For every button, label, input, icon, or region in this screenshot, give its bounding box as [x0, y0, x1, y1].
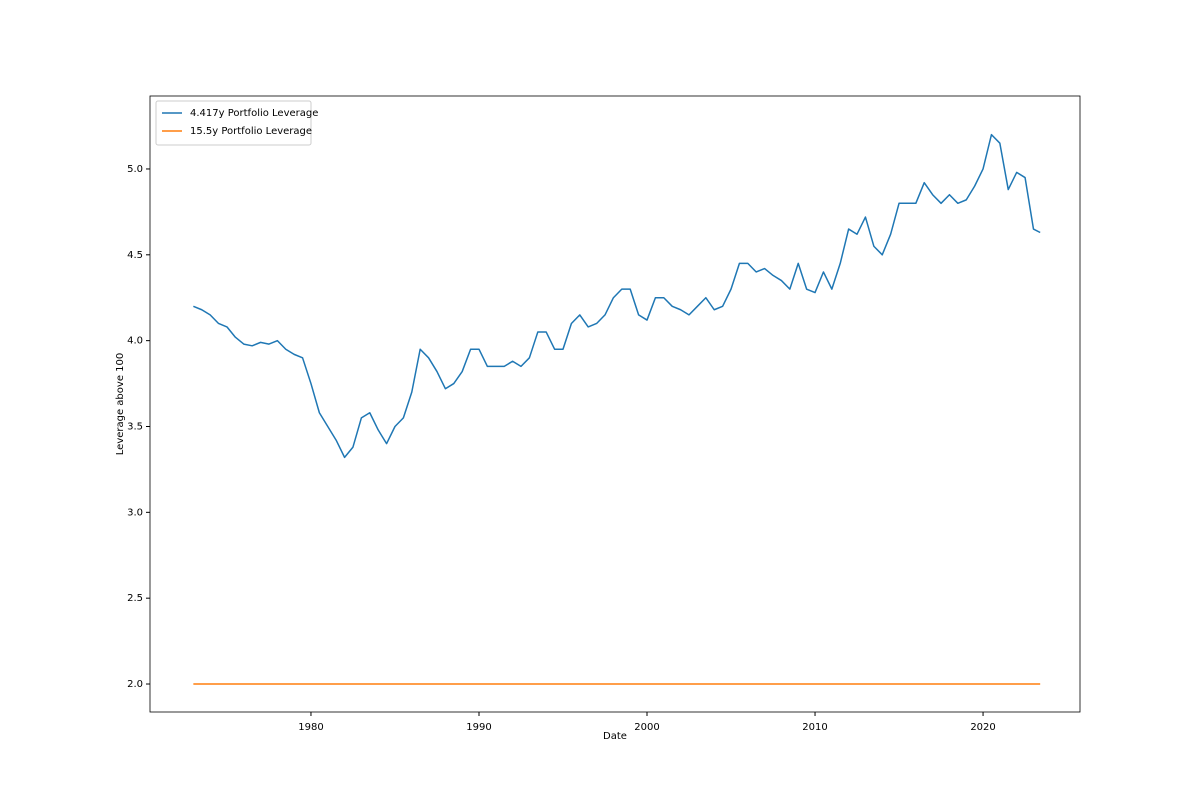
y-tick-label: 5.0 — [127, 164, 143, 175]
legend-label: 4.417y Portfolio Leverage — [190, 108, 318, 119]
y-tick-label: 4.5 — [127, 250, 143, 261]
y-tick-label: 2.5 — [127, 593, 143, 604]
series-line — [193, 133, 1041, 459]
x-axis-label: Date — [603, 731, 627, 742]
x-tick-label: 2000 — [634, 722, 659, 733]
x-tick-label: 2020 — [970, 722, 995, 733]
x-tick-label: 2010 — [802, 722, 827, 733]
plot-frame — [149, 95, 1081, 713]
y-tick-label: 3.0 — [127, 507, 143, 518]
legend-box — [155, 100, 312, 146]
y-axis-label: Leverage above 100 — [115, 353, 126, 455]
y-tick-label: 4.0 — [127, 336, 143, 347]
x-tick-label: 1980 — [298, 722, 323, 733]
x-tick-label: 1990 — [466, 722, 491, 733]
y-tick-label: 3.5 — [127, 421, 143, 432]
y-tick-label: 2.0 — [127, 679, 143, 690]
legend-label: 15.5y Portfolio Leverage — [190, 126, 312, 137]
